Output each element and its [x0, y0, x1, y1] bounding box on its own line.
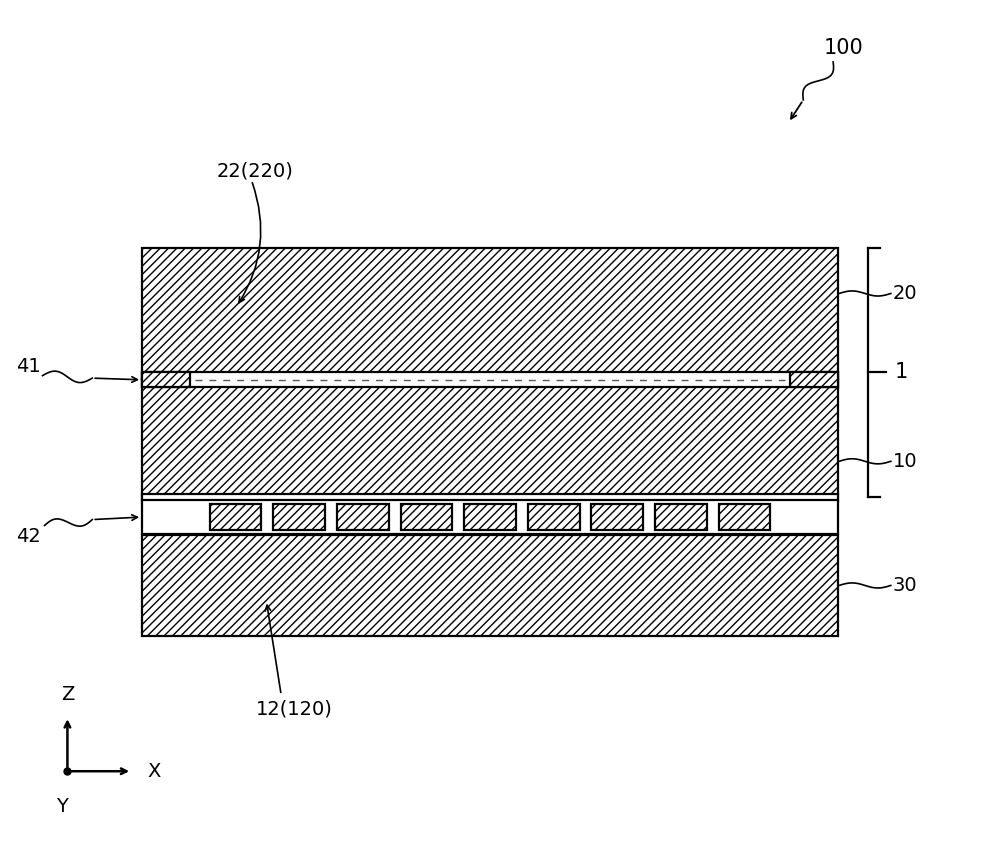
- Bar: [142, 372, 190, 388]
- Text: 22(220): 22(220): [217, 162, 293, 180]
- Bar: [210, 504, 261, 530]
- Bar: [142, 500, 838, 534]
- Bar: [790, 372, 838, 388]
- Bar: [142, 378, 838, 496]
- Bar: [142, 494, 838, 502]
- Bar: [142, 372, 190, 388]
- Bar: [273, 504, 325, 530]
- Text: 20: 20: [893, 284, 917, 303]
- Text: 41: 41: [16, 357, 41, 376]
- Bar: [142, 372, 838, 388]
- Text: Y: Y: [57, 796, 68, 815]
- Bar: [142, 247, 838, 378]
- Bar: [528, 504, 580, 530]
- Bar: [591, 504, 643, 530]
- Text: X: X: [147, 762, 160, 780]
- Text: 1: 1: [894, 362, 907, 382]
- Text: Z: Z: [61, 684, 74, 704]
- Text: 42: 42: [16, 527, 41, 547]
- Text: 10: 10: [893, 452, 917, 471]
- Bar: [337, 504, 389, 530]
- Bar: [790, 372, 838, 388]
- Text: 12(120): 12(120): [256, 700, 333, 718]
- Bar: [655, 504, 707, 530]
- Bar: [401, 504, 452, 530]
- Bar: [719, 504, 770, 530]
- Bar: [142, 535, 838, 636]
- Bar: [464, 504, 516, 530]
- Text: 30: 30: [893, 576, 917, 595]
- Text: 100: 100: [823, 37, 863, 58]
